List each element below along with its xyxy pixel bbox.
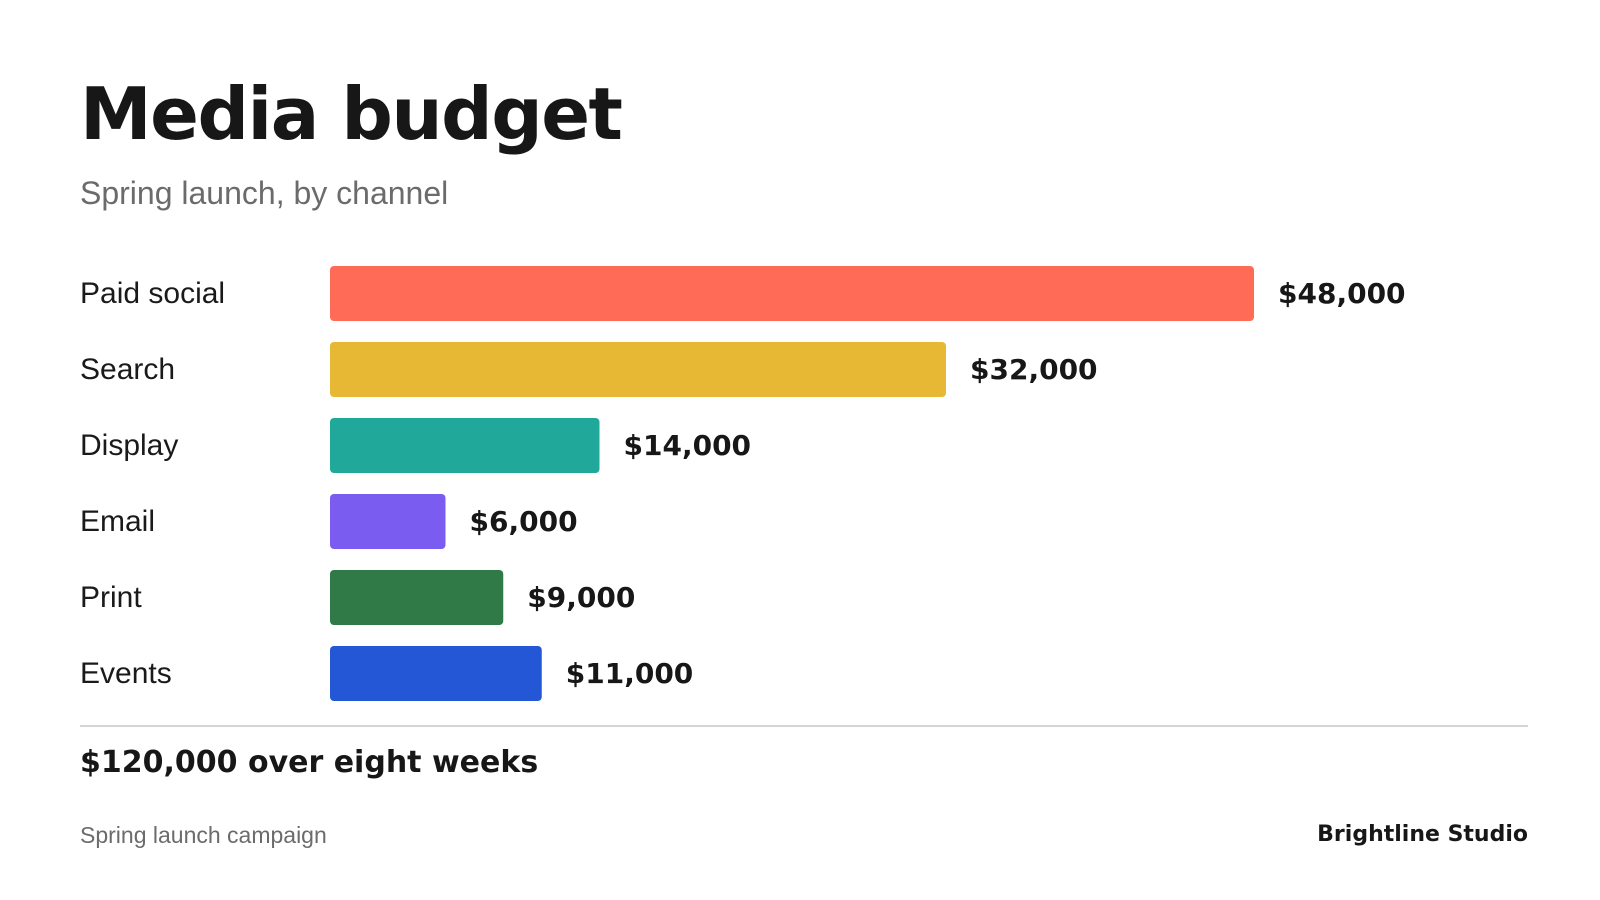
value-label: $14,000 (624, 429, 752, 462)
bar-search (330, 342, 946, 397)
value-label: $6,000 (470, 505, 578, 538)
value-label: $11,000 (566, 657, 694, 690)
value-label: $48,000 (1278, 277, 1406, 310)
category-label: Paid social (80, 277, 225, 310)
chart-subtitle: Spring launch, by channel (80, 175, 449, 211)
bar-group-print: Print $9,000 (80, 570, 635, 625)
category-label: Search (80, 353, 175, 386)
chart-title: Media budget (80, 72, 623, 156)
category-label: Email (80, 505, 155, 538)
bar-group-paid-social: Paid social $48,000 (80, 266, 1406, 321)
divider (80, 725, 1528, 727)
bar-group-search: Search $32,000 (80, 342, 1098, 397)
bar-events (330, 646, 542, 701)
total-summary: $120,000 over eight weeks (80, 745, 539, 780)
bar-email (330, 494, 446, 549)
category-label: Events (80, 657, 172, 690)
value-label: $9,000 (527, 581, 635, 614)
source-note: Spring launch campaign (80, 822, 327, 848)
bar-group-display: Display $14,000 (80, 418, 751, 473)
bar-paid-social (330, 266, 1254, 321)
bar-print (330, 570, 504, 625)
brand-credit: Brightline Studio (1317, 822, 1528, 847)
category-label: Print (80, 581, 142, 614)
bar-display (330, 418, 600, 473)
value-label: $32,000 (970, 353, 1098, 386)
category-label: Display (80, 429, 178, 462)
bar-group-email: Email $6,000 (80, 494, 578, 549)
bar-group-events: Events $11,000 (80, 646, 693, 701)
